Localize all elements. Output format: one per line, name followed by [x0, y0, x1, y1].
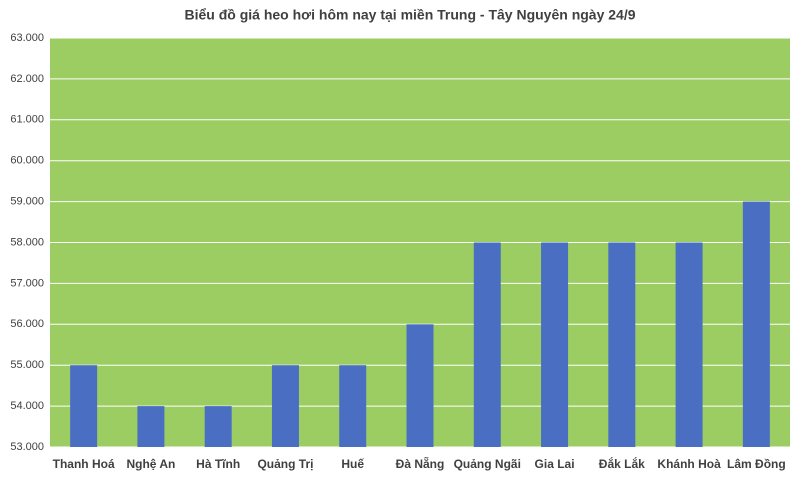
y-tick-label: 56.000	[10, 318, 44, 330]
y-tick-label: 54.000	[10, 400, 44, 412]
bar	[70, 365, 98, 447]
x-tick-label: Đà Nẵng	[396, 456, 445, 471]
x-tick-label: Huế	[341, 457, 364, 471]
bar	[742, 201, 770, 447]
y-tick-label: 63.000	[10, 32, 44, 44]
x-tick-label: Thanh Hoá	[53, 457, 115, 471]
bar	[473, 242, 501, 447]
x-tick-label: Hà Tĩnh	[196, 457, 240, 471]
x-tick-label: Lâm Đồng	[727, 457, 786, 471]
bar	[271, 365, 299, 447]
y-tick-label: 62.000	[10, 73, 44, 85]
x-tick-label: Quảng Trị	[257, 457, 313, 471]
bar	[608, 242, 636, 447]
y-tick-label: 53.000	[10, 441, 44, 453]
x-tick-label: Gia Lai	[535, 457, 575, 471]
bar	[137, 406, 165, 447]
chart-title: Biểu đồ giá heo hơi hôm nay tại miền Tru…	[184, 7, 635, 23]
bar	[204, 406, 232, 447]
y-tick-label: 59.000	[10, 196, 44, 208]
bar	[541, 242, 569, 447]
bar	[675, 242, 703, 447]
y-tick-label: 55.000	[10, 359, 44, 371]
bar	[406, 324, 434, 447]
y-tick-label: 57.000	[10, 277, 44, 289]
x-tick-label: Đắk Lắk	[599, 456, 645, 471]
x-tick-label: Quảng Ngãi	[454, 457, 521, 471]
y-tick-label: 60.000	[10, 155, 44, 167]
y-tick-label: 61.000	[10, 114, 44, 126]
bar	[339, 365, 367, 447]
y-tick-label: 58.000	[10, 236, 44, 248]
x-tick-label: Nghệ An	[126, 457, 175, 471]
x-tick-label: Khánh Hoà	[657, 457, 721, 471]
